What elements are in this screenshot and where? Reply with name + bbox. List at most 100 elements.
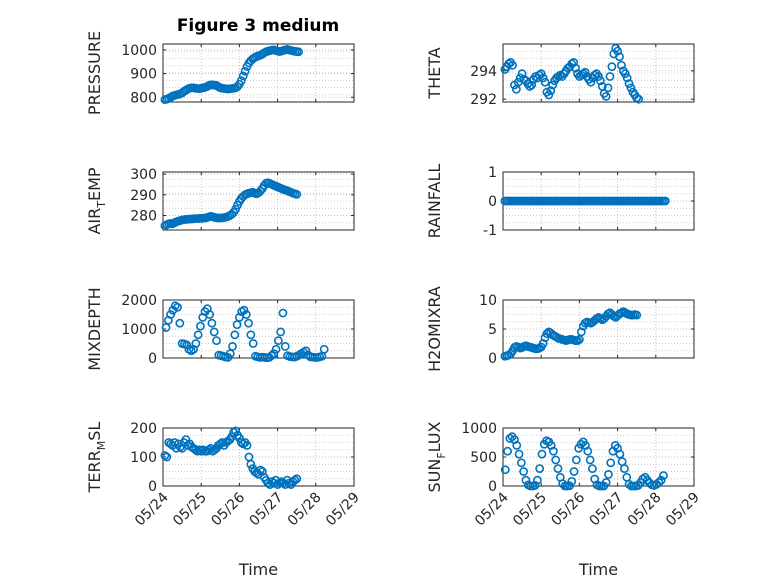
data-point (601, 91, 611, 101)
panel-theta: 292 294 THETA (425, 43, 695, 108)
data-point (275, 478, 284, 488)
y-axis-label-subscript: F (435, 452, 448, 458)
y-tick-label: 1000 (121, 43, 157, 59)
data-point (209, 327, 219, 337)
data-point (512, 440, 522, 450)
panel-mixdepth: 0 1000 2000 MIXDEPTH (85, 287, 355, 371)
axes-frame (162, 171, 355, 231)
data-point (587, 464, 597, 473)
series-markers (500, 307, 642, 361)
x-tick-label: 05/28 (625, 490, 665, 530)
y-tick-label: -1 (483, 223, 497, 239)
panel-pressure: 800 900 1000 PRESSURE (85, 31, 355, 115)
data-point (594, 72, 603, 81)
data-point (565, 481, 574, 491)
data-point (546, 86, 556, 96)
data-point (576, 327, 586, 337)
data-point (207, 318, 217, 328)
data-point (248, 339, 258, 348)
data-point (596, 76, 605, 86)
data-point (193, 330, 203, 340)
series-markers (160, 178, 302, 231)
y-tick-label: 0 (148, 479, 157, 495)
y-axis-label-subscript: M (95, 441, 108, 451)
data-point (196, 321, 205, 331)
data-point (607, 62, 617, 72)
data-point (276, 327, 286, 337)
data-point (504, 59, 514, 69)
data-point (660, 196, 670, 206)
data-point (162, 452, 172, 462)
data-point (549, 446, 558, 456)
x-axis-label: Time (238, 560, 278, 579)
data-point (244, 318, 253, 328)
data-point (239, 305, 249, 315)
data-point (656, 475, 666, 485)
y-axis-label: SUNFLUX (425, 421, 448, 492)
y-axis-label-part: THETA (425, 47, 444, 99)
data-point (624, 79, 634, 89)
data-point (567, 476, 577, 486)
x-tick-label: 05/27 (247, 490, 287, 530)
y-tick-label: 200 (130, 421, 157, 437)
data-point (271, 344, 281, 354)
data-point (508, 60, 517, 70)
y-tick-label: 280 (130, 209, 157, 225)
data-point (514, 449, 524, 459)
data-point (542, 329, 552, 339)
data-point (638, 474, 648, 484)
data-point (544, 90, 554, 100)
data-point (555, 70, 565, 80)
y-axis-label-part: MIXDEPTH (85, 287, 104, 370)
data-point (620, 464, 629, 473)
y-tick-label: 2000 (121, 293, 157, 309)
x-tick-label: 05/25 (510, 490, 550, 530)
data-point (553, 464, 563, 473)
data-point (626, 83, 636, 93)
data-point (500, 465, 510, 475)
data-point (231, 204, 240, 214)
data-point (236, 76, 246, 86)
data-point (586, 77, 596, 87)
data-point (615, 52, 624, 62)
data-point (620, 69, 630, 79)
y-tick-label: 5 (488, 322, 497, 338)
y-axis-label: THETA (425, 47, 444, 99)
x-tick-label: 05/26 (548, 489, 588, 529)
data-point (571, 63, 580, 73)
y-axis-label-part: EMP (85, 167, 104, 201)
data-point (160, 451, 170, 460)
panel-airtemp: 280 290 300 AIRTEMP (85, 167, 355, 235)
data-point (606, 458, 616, 468)
data-point (590, 70, 600, 80)
data-point (538, 339, 548, 348)
data-point (212, 336, 221, 345)
series-markers (161, 301, 329, 363)
data-point (538, 73, 548, 83)
data-point (517, 69, 527, 79)
data-point (273, 336, 283, 345)
data-point (604, 469, 613, 479)
data-point (536, 69, 546, 79)
y-tick-label: 290 (130, 188, 157, 204)
data-point (246, 330, 256, 340)
data-point (166, 310, 176, 319)
data-point (246, 459, 256, 469)
data-point (583, 446, 593, 456)
y-axis-label: H2OMIXRA (425, 286, 444, 372)
data-point (231, 426, 240, 436)
data-point (569, 467, 579, 476)
data-point (632, 310, 642, 320)
data-point (601, 478, 611, 487)
data-point (605, 72, 615, 81)
x-tick-label: 05/28 (285, 490, 325, 530)
y-axis-label: AIRTEMP (85, 167, 108, 234)
data-point (576, 439, 586, 449)
data-point (292, 474, 302, 484)
y-axis-label-part: LUX (425, 421, 444, 452)
data-point (240, 66, 250, 76)
y-tick-label: 900 (130, 67, 157, 83)
y-axis-label-subscript: T (95, 201, 108, 209)
